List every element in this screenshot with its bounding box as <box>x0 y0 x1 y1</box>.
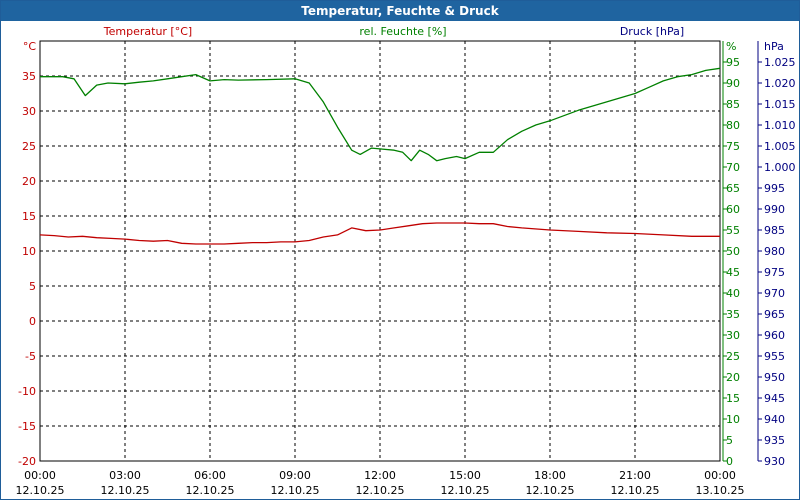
pressure-tick-label: 970 <box>764 287 785 300</box>
pressure-tick-label: 1.000 <box>764 161 796 174</box>
humidity-series-line <box>40 67 721 162</box>
pressure-tick-label: 990 <box>764 203 785 216</box>
temperature-unit-label: °C <box>23 40 37 53</box>
humidity-axis-title: rel. Feuchte [%] <box>359 25 446 38</box>
temperature-axis-title: Temperatur [°C] <box>103 25 192 38</box>
pressure-unit-label: hPa <box>764 40 784 53</box>
temperature-tick-label: 35 <box>22 70 36 83</box>
pressure-tick-label: 995 <box>764 182 785 195</box>
pressure-tick-label: 1.005 <box>764 140 796 153</box>
chart-title: Temperatur, Feuchte & Druck <box>1 1 799 21</box>
pressure-tick-label: 1.010 <box>764 119 796 132</box>
pressure-tick-label: 980 <box>764 245 785 258</box>
humidity-tick-label: 5 <box>726 434 733 447</box>
temperature-tick-label: 5 <box>29 280 36 293</box>
pressure-tick-label: 940 <box>764 413 785 426</box>
temperature-tick-label: -20 <box>18 455 36 468</box>
x-tick-date-label: 12.10.25 <box>271 484 320 497</box>
humidity-tick-label: 90 <box>726 77 740 90</box>
pressure-tick-label: 965 <box>764 308 785 321</box>
humidity-tick-label: 60 <box>726 203 740 216</box>
humidity-tick-label: 85 <box>726 98 740 111</box>
humidity-tick-label: 40 <box>726 287 740 300</box>
humidity-tick-label: 30 <box>726 329 740 342</box>
humidity-unit-label: % <box>726 40 736 53</box>
pressure-tick-label: 955 <box>764 350 785 363</box>
pressure-tick-label: 975 <box>764 266 785 279</box>
x-tick-time-label: 18:00 <box>534 469 566 482</box>
pressure-tick-label: 945 <box>764 392 785 405</box>
x-tick-date-label: 13.10.25 <box>696 484 745 497</box>
pressure-tick-label: 960 <box>764 329 785 342</box>
humidity-tick-label: 0 <box>726 455 733 468</box>
humidity-tick-label: 45 <box>726 266 740 279</box>
x-tick-date-label: 12.10.25 <box>441 484 490 497</box>
x-tick-date-label: 12.10.25 <box>356 484 405 497</box>
temperature-tick-label: 20 <box>22 175 36 188</box>
x-tick-time-label: 06:00 <box>194 469 226 482</box>
pressure-tick-label: 950 <box>764 371 785 384</box>
humidity-tick-label: 80 <box>726 119 740 132</box>
humidity-tick-label: 50 <box>726 245 740 258</box>
humidity-tick-label: 95 <box>726 56 740 69</box>
x-tick-time-label: 15:00 <box>449 469 481 482</box>
x-tick-time-label: 03:00 <box>109 469 141 482</box>
x-tick-time-label: 00:00 <box>24 469 56 482</box>
x-tick-date-label: 12.10.25 <box>611 484 660 497</box>
temperature-tick-label: -10 <box>18 385 36 398</box>
x-tick-time-label: 00:00 <box>704 469 736 482</box>
x-tick-time-label: 09:00 <box>279 469 311 482</box>
pressure-axis-title: Druck [hPa] <box>620 25 684 38</box>
temperature-tick-label: 30 <box>22 105 36 118</box>
pressure-tick-label: 1.015 <box>764 98 796 111</box>
humidity-tick-label: 55 <box>726 224 740 237</box>
pressure-tick-label: 930 <box>764 455 785 468</box>
temperature-tick-label: 10 <box>22 245 36 258</box>
humidity-tick-label: 20 <box>726 371 740 384</box>
humidity-tick-label: 65 <box>726 182 740 195</box>
x-tick-date-label: 12.10.25 <box>101 484 150 497</box>
x-tick-time-label: 21:00 <box>619 469 651 482</box>
humidity-tick-label: 75 <box>726 140 740 153</box>
pressure-tick-label: 1.025 <box>764 56 796 69</box>
temperature-tick-label: -15 <box>18 420 36 433</box>
humidity-tick-label: 35 <box>726 308 740 321</box>
pressure-tick-label: 1.020 <box>764 77 796 90</box>
x-tick-date-label: 12.10.25 <box>186 484 235 497</box>
humidity-tick-label: 25 <box>726 350 740 363</box>
temperature-tick-label: -5 <box>25 350 36 363</box>
pressure-tick-label: 985 <box>764 224 785 237</box>
humidity-tick-label: 70 <box>726 161 740 174</box>
humidity-tick-label: 15 <box>726 392 740 405</box>
humidity-tick-label: 10 <box>726 413 740 426</box>
x-tick-date-label: 12.10.25 <box>526 484 575 497</box>
temperature-tick-label: 25 <box>22 140 36 153</box>
temperature-tick-label: 15 <box>22 210 36 223</box>
x-tick-date-label: 12.10.25 <box>16 484 65 497</box>
x-tick-time-label: 12:00 <box>364 469 396 482</box>
temperature-tick-label: 0 <box>29 315 36 328</box>
temperature-series-line <box>39 222 720 245</box>
pressure-tick-label: 935 <box>764 434 785 447</box>
